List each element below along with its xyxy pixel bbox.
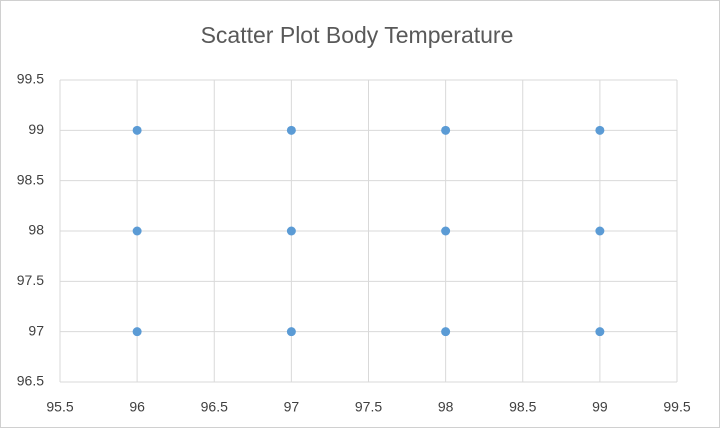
point — [595, 226, 605, 236]
point — [132, 125, 142, 135]
x-tick-label: 97 — [284, 399, 300, 415]
y-tick-label: 98.5 — [17, 171, 44, 187]
x-tick-label: 99 — [592, 399, 608, 415]
x-tick-label: 96.5 — [201, 399, 228, 415]
point — [286, 125, 296, 135]
x-tick-label: 97.5 — [355, 399, 382, 415]
chart-title: Scatter Plot Body Temperature — [201, 22, 514, 48]
point — [441, 125, 451, 135]
point — [595, 125, 605, 135]
x-tick-label: 98.5 — [509, 399, 536, 415]
x-tick-label: 99.5 — [663, 399, 690, 415]
x-tick-label: 96 — [129, 399, 145, 415]
y-tick-label: 97.5 — [17, 272, 44, 288]
point — [595, 327, 605, 337]
point — [286, 327, 296, 337]
point — [132, 226, 142, 236]
point — [132, 327, 142, 337]
point — [441, 226, 451, 236]
y-tick-label: 97 — [28, 322, 44, 338]
point — [286, 226, 296, 236]
point — [441, 327, 451, 337]
y-tick-label: 99 — [28, 121, 44, 137]
x-tick-label: 98 — [438, 399, 454, 415]
y-tick-label: 98 — [28, 222, 44, 238]
y-tick-label: 96.5 — [17, 373, 44, 389]
x-tick-label: 95.5 — [46, 399, 73, 415]
y-tick-label: 99.5 — [17, 71, 44, 87]
